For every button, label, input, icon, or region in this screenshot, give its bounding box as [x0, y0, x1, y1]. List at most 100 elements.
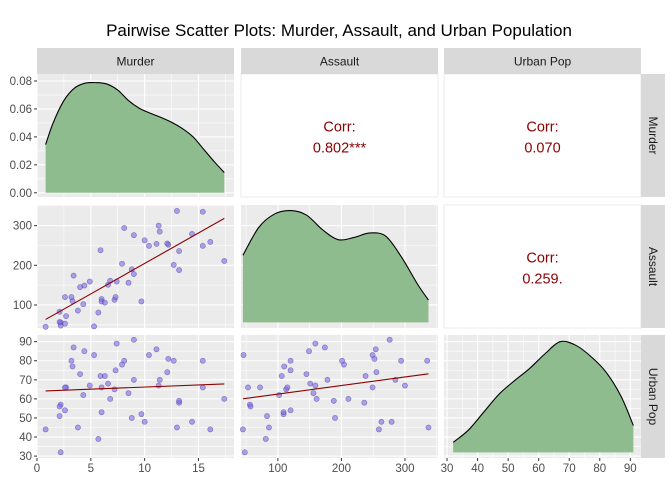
panel-background — [443, 204, 642, 329]
data-point — [371, 355, 378, 362]
data-point — [176, 248, 182, 254]
data-point — [68, 357, 75, 364]
data-point — [153, 346, 160, 353]
data-point — [155, 222, 162, 229]
strip-layer: Murder Assault Urban Pop Murder Assault Urban… — [37, 48, 665, 458]
y-axis-density: 0.00 0.02 0.04 0.06 0.08 — [10, 76, 37, 200]
panel-murder-murder — [36, 74, 234, 197]
data-point — [91, 323, 97, 330]
data-point — [266, 424, 272, 431]
data-point — [138, 298, 145, 305]
x-tick-label: 5 — [88, 463, 94, 475]
corr-label: Corr: — [323, 120, 355, 136]
data-point — [174, 208, 180, 214]
density-area — [242, 210, 429, 323]
data-point — [303, 371, 310, 377]
y-axis-assault: 100 200 300 — [13, 221, 37, 312]
data-point — [69, 363, 76, 370]
data-point — [264, 413, 270, 419]
data-point — [121, 225, 128, 231]
data-point — [155, 382, 162, 389]
y-tick-label: 80 — [19, 356, 32, 368]
axis-layer: 0 5 10 15 100 200 300 30 40 50 60 70 80 900.000.020.0… — [10, 76, 637, 475]
panel-assault-murder — [36, 205, 234, 330]
y-tick-label: 0.02 — [10, 160, 32, 172]
data-point — [310, 390, 317, 397]
strip-top-murder: Murder — [37, 48, 234, 74]
data-point — [306, 348, 312, 355]
strip-top-urban-pop: Urban Pop — [444, 48, 641, 74]
data-point — [81, 348, 88, 355]
data-point — [42, 426, 49, 433]
data-point — [312, 340, 319, 347]
data-point — [307, 380, 314, 387]
panel-layer: Corr: 0.802*** Corr: 0.070 Corr: 0.259. — [36, 73, 642, 458]
data-point — [130, 376, 137, 383]
data-point — [424, 357, 431, 364]
data-point — [77, 284, 83, 291]
density-curve — [45, 81, 225, 173]
data-point — [247, 403, 254, 410]
data-point — [56, 403, 63, 410]
data-point — [345, 395, 352, 402]
strip-label: Murder — [116, 55, 154, 69]
data-point — [80, 301, 87, 308]
y-tick-label: 70 — [19, 375, 32, 387]
data-point — [125, 390, 132, 397]
y-axis-urban-pop: 30 40 50 60 70 80 90 — [19, 337, 37, 463]
strip-background — [641, 335, 665, 458]
data-point — [62, 384, 68, 391]
data-point — [75, 424, 81, 431]
data-point — [125, 279, 132, 286]
strip-right-assault: Assault — [641, 205, 665, 328]
data-point — [280, 409, 287, 416]
strip-label: Assault — [646, 247, 660, 287]
strip-top-assault: Assault — [241, 48, 438, 74]
data-point — [199, 384, 206, 391]
data-point — [388, 418, 395, 425]
data-point — [176, 397, 182, 404]
y-tick-label: 30 — [19, 451, 32, 463]
data-point — [245, 384, 251, 391]
data-point — [146, 242, 152, 249]
data-point — [199, 208, 206, 215]
strip-right-urban-pop: Urban Pop — [641, 335, 665, 458]
corr-value: 0.070 — [524, 141, 560, 157]
data-point — [321, 344, 328, 351]
data-point — [75, 307, 81, 314]
strip-background — [37, 48, 234, 74]
data-point — [221, 258, 228, 264]
data-point — [312, 382, 319, 389]
data-point — [221, 395, 228, 402]
data-point — [287, 357, 294, 364]
x-tick-label: 50 — [502, 463, 515, 475]
data-point — [287, 407, 294, 414]
x-axis-urban-pop: 30 40 50 60 70 80 90 — [441, 458, 637, 475]
strip-label: Murder — [646, 116, 660, 154]
panel-background — [37, 335, 234, 458]
strip-label: Urban Pop — [514, 55, 572, 69]
data-point — [91, 352, 97, 358]
data-point — [98, 409, 105, 416]
x-tick-label: 80 — [593, 463, 606, 475]
data-point — [373, 369, 380, 376]
data-point — [199, 357, 206, 364]
data-point — [257, 384, 263, 391]
panel-assault-assault — [241, 205, 438, 328]
data-point — [361, 399, 368, 406]
data-point — [378, 418, 385, 425]
data-point — [138, 411, 145, 418]
y-tick-label: 50 — [19, 413, 32, 425]
data-point — [111, 386, 118, 393]
data-point — [375, 426, 382, 433]
data-point — [153, 240, 160, 247]
data-point — [130, 232, 137, 239]
panel-urban-pop-assault — [240, 335, 438, 458]
data-point — [146, 352, 152, 358]
data-point — [97, 247, 104, 254]
data-point — [77, 371, 83, 377]
panel-urban-pop-urban-pop — [444, 335, 641, 458]
fit-line — [242, 373, 429, 400]
data-point — [156, 376, 163, 383]
